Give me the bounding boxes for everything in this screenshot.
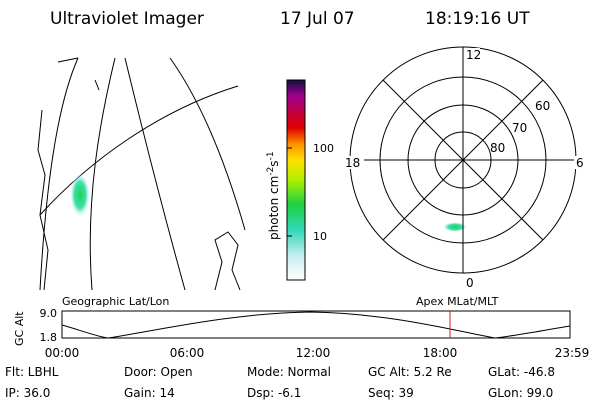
aurora-spot — [70, 173, 90, 217]
coastline — [214, 231, 241, 291]
time: 18:19:16 UT — [425, 9, 530, 29]
label-bg — [464, 48, 480, 61]
y-tick-label: 9.0 — [40, 307, 58, 320]
altitude-curve — [61, 311, 571, 339]
label-bg — [574, 156, 584, 169]
colorbar-tick-label: 100 — [313, 142, 334, 155]
meridian — [124, 57, 186, 291]
colorbar-tick-label: 10 — [313, 230, 327, 243]
time-label: 06:00 — [170, 346, 205, 360]
time-label: 18:00 — [423, 346, 458, 360]
date: 17 Jul 07 — [280, 9, 355, 29]
unit-exponent: -1 — [266, 151, 276, 160]
status-field: Door: Open — [124, 365, 193, 379]
status-field: GLon: 99.0 — [488, 386, 553, 400]
lat-label: 80 — [490, 141, 505, 155]
status-field: Dsp: -6.1 — [247, 386, 301, 400]
aurora-spot — [443, 222, 467, 232]
colorbar-label: photon cm-2s-1 — [266, 151, 281, 240]
label-bg — [465, 276, 475, 288]
parallel — [39, 85, 239, 216]
mlt-label: 18 — [345, 156, 360, 170]
time-label: 00:00 — [45, 346, 80, 360]
coastline — [94, 79, 100, 91]
lat-label: 70 — [512, 121, 527, 135]
status-field: Seq: 39 — [368, 386, 414, 400]
colorbar — [286, 79, 306, 281]
unit-exponent: -2 — [266, 167, 276, 176]
status-field: GC Alt: 5.2 Re — [368, 365, 452, 379]
meridian — [89, 57, 116, 291]
mlt-label: 0 — [466, 276, 474, 290]
mlt-label: 6 — [576, 156, 584, 170]
spoke — [382, 79, 544, 241]
coastline — [37, 109, 49, 291]
status-field: IP: 36.0 — [5, 386, 50, 400]
time-label: 12:00 — [296, 346, 331, 360]
meridian — [39, 57, 79, 291]
label-bg — [344, 156, 364, 169]
strip-frame — [61, 310, 571, 339]
strip-label: Geographic Lat/Lon — [62, 295, 169, 308]
meridian — [57, 57, 79, 63]
meridian — [169, 57, 246, 231]
mlt-label: 12 — [466, 48, 481, 62]
lat-label: 60 — [535, 99, 550, 113]
map — [37, 57, 246, 291]
status-field: Gain: 14 — [124, 386, 175, 400]
y-tick-label: 1.8 — [40, 331, 58, 344]
polar-plot: 12 18 6 0 60 70 80 — [344, 46, 584, 290]
strip-label: Apex MLat/MLT — [416, 295, 499, 308]
status: Flt: LBHL Door: Open Mode: Normal GC Alt: 5… — [5, 365, 555, 400]
unit: s — [267, 160, 281, 166]
unit: photon cm — [267, 176, 281, 240]
status-field: GLat: -46.8 — [488, 365, 555, 379]
instrument-title: Ultraviolet Imager — [50, 9, 204, 29]
status-field: Flt: LBHL — [5, 365, 59, 379]
time-label: 23:59 — [555, 346, 590, 360]
axis-label: GC Alt — [13, 311, 26, 346]
status-field: Mode: Normal — [247, 365, 331, 379]
